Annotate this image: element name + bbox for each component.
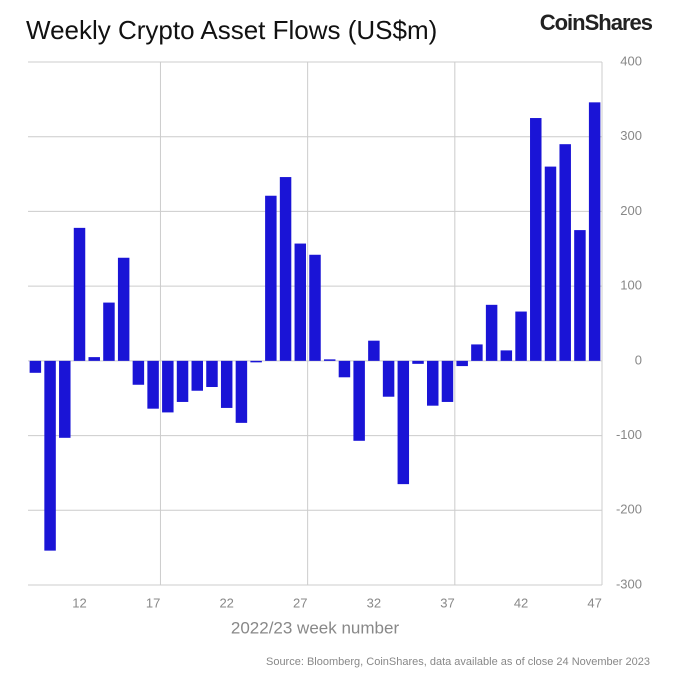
- bar: [427, 360, 439, 406]
- bar: [353, 360, 365, 441]
- x-tick-label: 12: [72, 595, 86, 610]
- bar: [456, 360, 468, 367]
- x-tick-label: 42: [514, 595, 528, 610]
- x-tick-label: 37: [440, 595, 454, 610]
- bar: [338, 360, 351, 378]
- brand-logo: CoinShares: [540, 10, 653, 35]
- bar: [588, 102, 601, 361]
- bar: [103, 302, 115, 361]
- bar: [206, 360, 218, 388]
- bar: [44, 360, 56, 551]
- bar: [29, 360, 42, 373]
- bar: [176, 360, 189, 402]
- bar: [132, 360, 145, 385]
- y-tick-label: 200: [620, 203, 642, 218]
- x-tick-label: 22: [219, 595, 233, 610]
- y-tick-label: 400: [620, 53, 642, 68]
- bar: [471, 344, 483, 361]
- chart-title: Weekly Crypto Asset Flows (US$m): [26, 15, 437, 45]
- bar: [191, 360, 203, 391]
- bar: [235, 360, 248, 423]
- bar: [441, 360, 454, 402]
- bar: [279, 177, 292, 361]
- bar: [309, 254, 321, 361]
- bar: [162, 360, 174, 413]
- bar: [412, 360, 424, 364]
- bar: [382, 360, 395, 397]
- y-tick-label: -200: [616, 502, 642, 517]
- x-axis-label: 2022/23 week number: [231, 618, 400, 637]
- y-tick-label: 100: [620, 278, 642, 293]
- bar: [544, 166, 557, 361]
- bar: [88, 357, 100, 361]
- y-tick-label: -100: [616, 427, 642, 442]
- bar: [500, 350, 513, 361]
- x-tick-label: 32: [367, 595, 381, 610]
- bar: [397, 360, 410, 485]
- bar: [73, 227, 86, 361]
- bar: [368, 340, 380, 361]
- bar: [220, 360, 233, 408]
- y-tick-label: -300: [616, 576, 642, 591]
- bar: [147, 360, 159, 409]
- bar: [323, 359, 336, 361]
- bar: [559, 144, 571, 361]
- y-tick-label: 300: [620, 128, 642, 143]
- x-tick-label: 47: [587, 595, 601, 610]
- bar: [117, 257, 130, 361]
- bar: [574, 230, 586, 361]
- bar: [59, 360, 71, 438]
- bar: [485, 304, 498, 361]
- x-tick-label: 27: [293, 595, 307, 610]
- bar: [265, 195, 277, 361]
- x-tick-label: 17: [146, 595, 160, 610]
- bar: [530, 118, 542, 361]
- bar: [250, 360, 262, 363]
- source-note: Source: Bloomberg, CoinShares, data avai…: [266, 656, 650, 668]
- bar: [294, 243, 307, 361]
- y-tick-label: 0: [635, 352, 642, 367]
- bar: [515, 311, 527, 361]
